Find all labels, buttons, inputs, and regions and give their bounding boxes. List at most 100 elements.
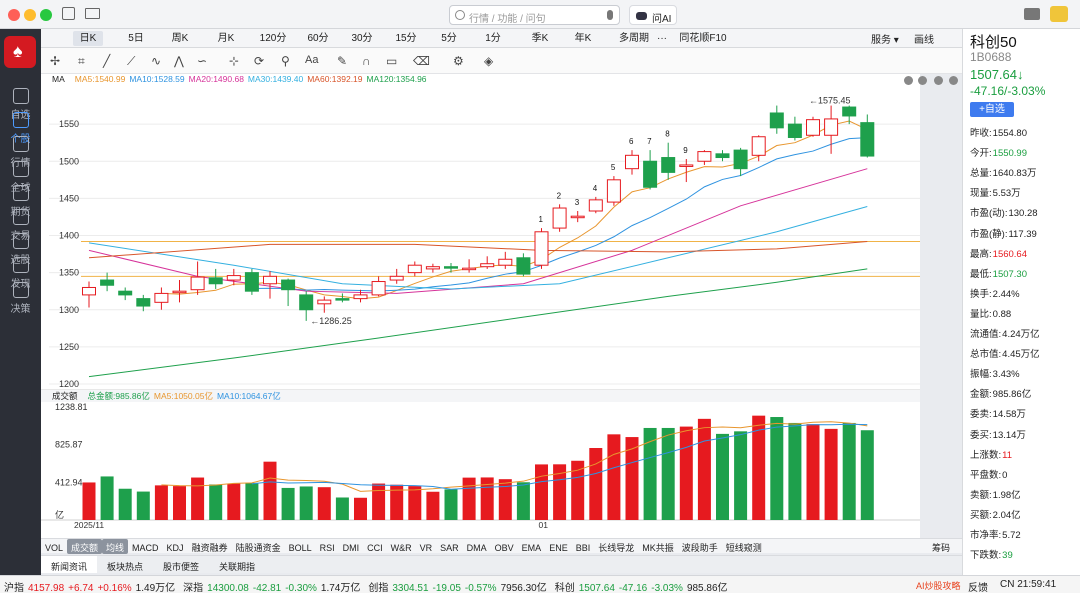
volume-bar[interactable]: [263, 461, 277, 520]
indicator-tab-23[interactable]: 筹码: [931, 543, 950, 553]
candle[interactable]: [244, 272, 259, 292]
volume-bar[interactable]: [118, 488, 132, 520]
volume-bar[interactable]: [589, 448, 603, 520]
period-tab-13[interactable]: ···: [657, 33, 667, 44]
crop-icon[interactable]: ⌗: [78, 54, 85, 68]
candle[interactable]: [498, 258, 513, 266]
indicator-tab-2[interactable]: 均线: [102, 539, 129, 554]
indicator-tab-3[interactable]: MACD: [132, 543, 159, 553]
add-watchlist-button[interactable]: +自选: [970, 102, 1014, 117]
volume-bar[interactable]: [444, 489, 458, 520]
sidebar-item-8[interactable]: 决策: [0, 281, 41, 315]
sidebar-item-0[interactable]: 自选: [0, 88, 41, 121]
service-menu[interactable]: 服务 ▾: [871, 35, 899, 46]
candle[interactable]: [588, 199, 603, 212]
rotate-icon[interactable]: ⟳: [254, 54, 265, 68]
volume-bar[interactable]: [317, 487, 331, 520]
period-tab-12[interactable]: 多周期: [619, 33, 649, 44]
volume-bar[interactable]: [227, 483, 241, 520]
candle[interactable]: [299, 294, 314, 311]
indicator-tab-21[interactable]: 波段助手: [681, 543, 718, 553]
indicator-tab-5[interactable]: 融资融券: [191, 543, 228, 553]
period-tab-3[interactable]: 月K: [217, 33, 235, 44]
period-tab-4[interactable]: 120分: [259, 33, 287, 44]
period-tab-10[interactable]: 季K: [531, 33, 549, 44]
delete-icon[interactable]: ⌫: [413, 54, 430, 68]
indicator-tab-9[interactable]: DMI: [342, 543, 360, 553]
volume-bar[interactable]: [607, 434, 621, 520]
chart-minus-button[interactable]: [904, 76, 913, 85]
ai-guide-link[interactable]: AI炒股攻略: [916, 581, 961, 591]
period-tab-8[interactable]: 5分: [441, 33, 457, 44]
candle[interactable]: [154, 292, 169, 303]
volume-bar[interactable]: [462, 477, 476, 520]
candle[interactable]: [824, 118, 839, 136]
volume-bar[interactable]: [643, 427, 657, 520]
indicator-tab-8[interactable]: RSI: [319, 543, 335, 553]
indicator-tab-20[interactable]: MK共振: [642, 543, 674, 553]
indicator-tab-22[interactable]: 短线窥测: [725, 543, 762, 553]
kline-chart[interactable]: ←1575.45←1286.25123456789155015501500150…: [41, 74, 920, 538]
chart-settings-button[interactable]: [949, 76, 958, 85]
candle[interactable]: [661, 157, 676, 173]
indicator-tab-17[interactable]: ENE: [549, 543, 568, 553]
sidebar-item-2[interactable]: 行情: [0, 136, 41, 169]
window-copy-icon[interactable]: [62, 7, 75, 20]
news-tab-1[interactable]: 板块热点: [107, 562, 144, 572]
volume-bar[interactable]: [136, 491, 150, 520]
period-tab-11[interactable]: 年K: [574, 33, 592, 44]
volume-bar[interactable]: [408, 486, 422, 520]
candle[interactable]: [806, 119, 820, 136]
period-tab-5[interactable]: 60分: [307, 33, 329, 44]
sidebar-item-7[interactable]: 发现: [0, 257, 41, 290]
search-input[interactable]: 行情 / 功能 / 问句: [449, 5, 620, 25]
volume-bar[interactable]: [734, 431, 748, 520]
indicator-tab-12[interactable]: VR: [419, 543, 433, 553]
volume-bar[interactable]: [480, 477, 494, 520]
candle[interactable]: [769, 112, 784, 129]
mail-icon[interactable]: [85, 8, 100, 19]
period-tab-7[interactable]: 15分: [395, 33, 417, 44]
volume-bar[interactable]: [354, 497, 367, 520]
candle[interactable]: [281, 279, 296, 291]
period-tab-2[interactable]: 周K: [171, 33, 189, 44]
candle[interactable]: [733, 149, 748, 170]
sidebar-item-6[interactable]: 选股: [0, 233, 41, 266]
candle[interactable]: [371, 281, 386, 296]
candle[interactable]: [263, 275, 277, 285]
indicator-tab-11[interactable]: W&R: [390, 543, 412, 553]
period-tab-0[interactable]: 日K: [73, 31, 103, 46]
index-name[interactable]: 沪指: [4, 583, 24, 593]
volume-bar[interactable]: [625, 437, 639, 520]
volume-bar[interactable]: [806, 424, 820, 520]
candle[interactable]: [480, 263, 495, 268]
candle[interactable]: [679, 164, 694, 167]
volume-bar[interactable]: [245, 482, 259, 520]
period-tab-9[interactable]: 1分: [485, 33, 501, 44]
news-tab-3[interactable]: 关联期指: [219, 562, 256, 572]
volume-bar[interactable]: [752, 415, 766, 520]
indicator-tab-6[interactable]: 陆股通资金: [235, 543, 281, 553]
app-logo[interactable]: ♠: [4, 36, 36, 68]
polyline-tool-icon[interactable]: ⋀: [174, 54, 184, 68]
candle[interactable]: [606, 179, 621, 203]
candle[interactable]: [226, 275, 241, 281]
candle[interactable]: [389, 275, 404, 281]
volume-bar[interactable]: [372, 483, 386, 520]
magnet-icon[interactable]: ∩: [362, 54, 371, 68]
candle[interactable]: [643, 160, 658, 188]
candle[interactable]: [172, 290, 187, 294]
candle[interactable]: [190, 276, 205, 291]
period-tab-14[interactable]: 同花顺F10: [679, 33, 727, 44]
pin-icon[interactable]: ⚲: [281, 54, 290, 68]
indicator-tab-13[interactable]: SAR: [440, 543, 459, 553]
volume-bar[interactable]: [299, 486, 313, 520]
volume-bar[interactable]: [191, 477, 205, 520]
line-tool-icon[interactable]: ╱: [103, 54, 111, 68]
volume-bar[interactable]: [154, 485, 168, 520]
index-name[interactable]: 深指: [183, 583, 204, 593]
avatar[interactable]: [1050, 6, 1068, 22]
news-tab-0[interactable]: 新闻资讯: [41, 556, 98, 573]
wave-tool-icon[interactable]: ∽: [197, 54, 208, 68]
indicator-tab-0[interactable]: VOL: [45, 543, 64, 553]
